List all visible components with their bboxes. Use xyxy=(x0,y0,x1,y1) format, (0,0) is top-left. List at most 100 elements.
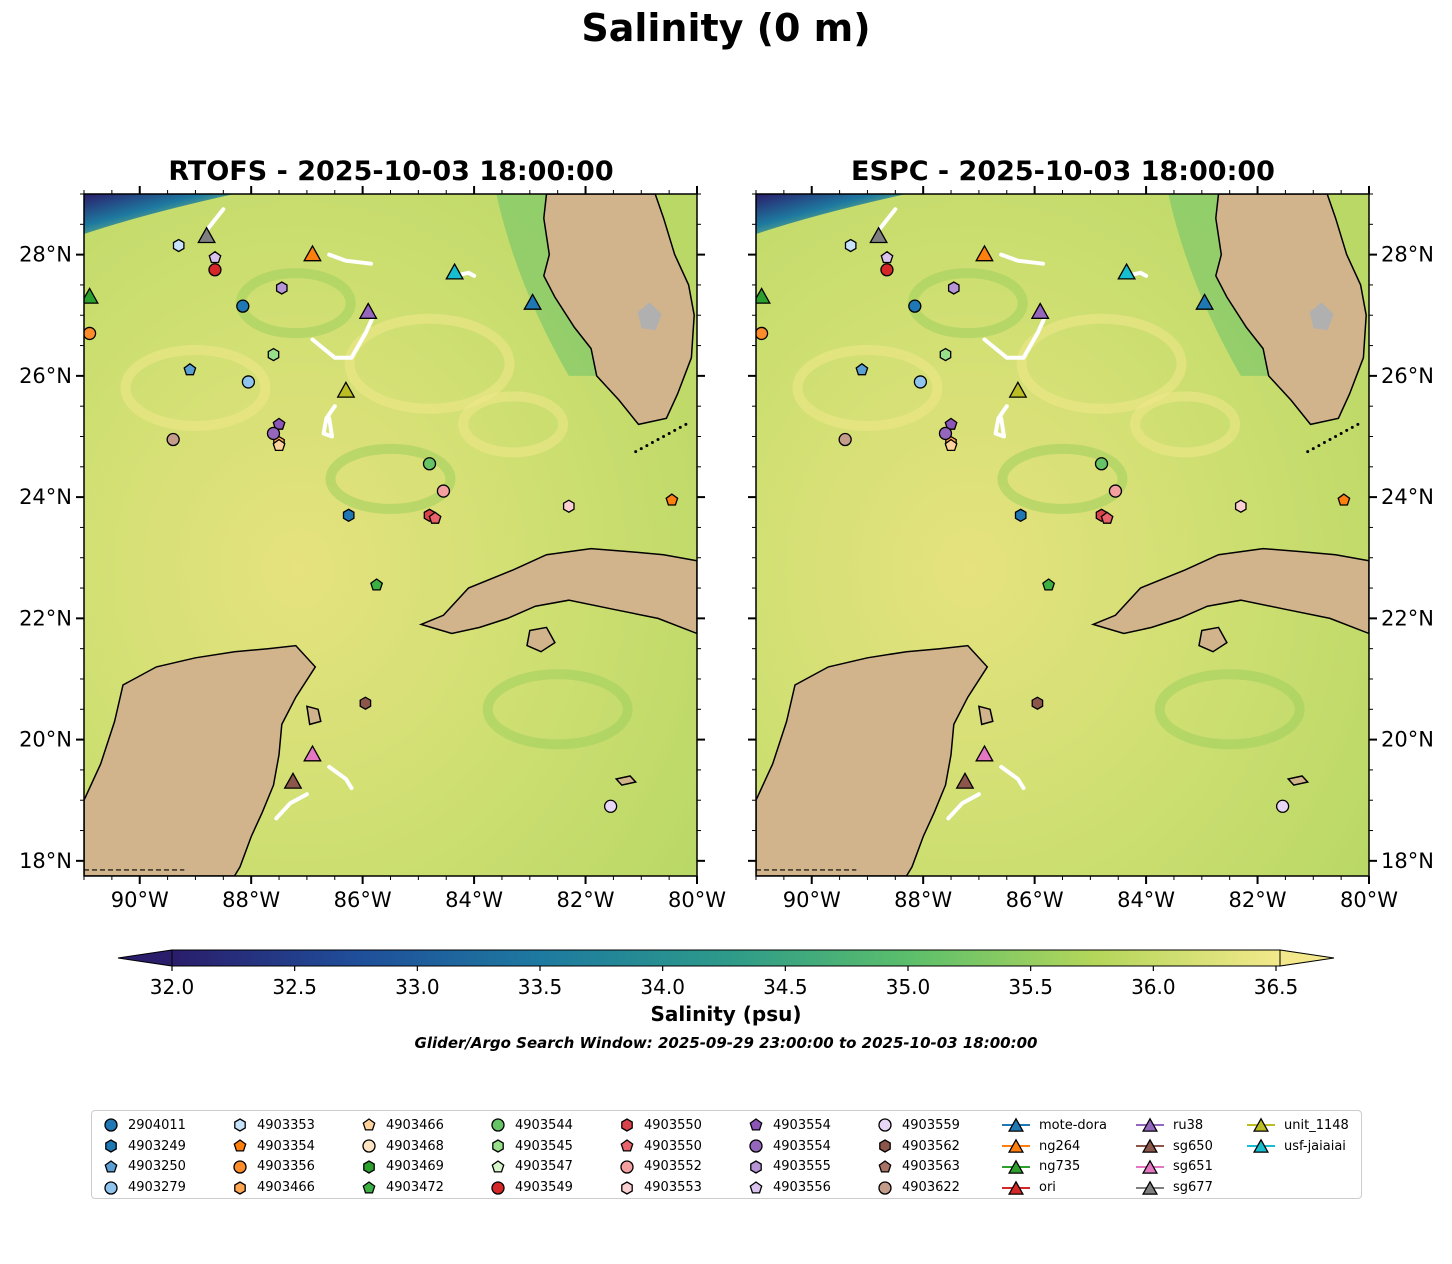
espc-platform-marker[interactable] xyxy=(1094,457,1109,471)
espc-platform-marker[interactable] xyxy=(938,426,953,441)
espc-platform-marker[interactable] xyxy=(908,299,922,313)
espc-platform-marker[interactable] xyxy=(1030,302,1050,319)
legend-item: 4903353 xyxy=(231,1115,315,1136)
espc-platform-marker[interactable] xyxy=(838,432,852,447)
legend-marker-icon xyxy=(1136,1180,1164,1195)
legend-label: sg651 xyxy=(1173,1159,1213,1175)
rtofs-platform-marker[interactable] xyxy=(236,299,250,313)
espc-platform-marker[interactable] xyxy=(880,250,894,264)
rtofs-platform-marker[interactable] xyxy=(275,281,288,295)
espc-platform-marker[interactable] xyxy=(1117,262,1137,280)
legend-marker-icon xyxy=(105,1139,117,1153)
espc-platform-marker[interactable] xyxy=(855,362,869,376)
espc-lat-tick-label: 18°N xyxy=(1381,849,1434,873)
legend-label: mote-dora xyxy=(1039,1117,1107,1133)
espc-map-panel: 90°W 88°W 86°W 84°W 82°W 80°W 28°N 26°N 24°N 22°N… xyxy=(748,186,1434,912)
rtofs-platform-marker[interactable] xyxy=(523,293,543,310)
rtofs-lon-tick-label: 80°W xyxy=(668,888,726,912)
legend-marker-icon xyxy=(363,1160,375,1174)
legend-label: 4903622 xyxy=(902,1180,960,1196)
legend-marker-icon xyxy=(621,1118,633,1133)
espc-platform-marker[interactable] xyxy=(913,375,928,389)
espc-platform-marker[interactable] xyxy=(944,417,958,430)
rtofs-platform-marker[interactable] xyxy=(266,426,281,441)
espc-platform-marker[interactable] xyxy=(1275,799,1290,813)
colorbar: 32.0 32.5 33.0 33.5 34.0 34.5 35.0 35.5 36.0 36.5 xyxy=(117,949,1335,999)
rtofs-platform-marker[interactable] xyxy=(358,302,378,319)
legend-marker-icon xyxy=(491,1181,505,1195)
legend-label: 4903468 xyxy=(386,1138,444,1154)
espc-platform-marker[interactable] xyxy=(1100,511,1114,524)
espc-platform-marker[interactable] xyxy=(756,326,769,341)
espc-platform-marker[interactable] xyxy=(939,347,952,362)
search-window-caption: Glider/Argo Search Window: 2025-09-29 23… xyxy=(414,1034,1038,1052)
espc-panel-title: ESPC - 2025-10-03 18:00:00 xyxy=(851,156,1275,187)
rtofs-platform-marker[interactable] xyxy=(172,238,185,253)
rtofs-platform-marker[interactable] xyxy=(428,511,442,524)
rtofs-platform-marker[interactable] xyxy=(342,508,355,523)
legend-marker-icon xyxy=(620,1160,634,1174)
espc-glider-track xyxy=(876,207,898,233)
legend-column: 4903544 4903545 4903547 4903549 xyxy=(489,1115,573,1198)
legend-column: unit_1148 usf-jaiaiai xyxy=(1246,1115,1349,1157)
espc-platform-marker[interactable] xyxy=(753,287,771,304)
espc-platform-marker[interactable] xyxy=(975,744,994,762)
legend-item: 4903554 xyxy=(747,1136,831,1157)
rtofs-land-yucatan xyxy=(84,644,317,876)
rtofs-lon-tick-label: 82°W xyxy=(557,888,615,912)
rtofs-platform-marker[interactable] xyxy=(208,263,222,277)
rtofs-platform-marker[interactable] xyxy=(562,499,575,513)
legend-marker-icon xyxy=(879,1139,891,1153)
rtofs-platform-marker[interactable] xyxy=(241,375,256,389)
espc-platform-marker[interactable] xyxy=(869,226,889,244)
rtofs-platform-marker[interactable] xyxy=(370,578,384,591)
rtofs-platform-marker[interactable] xyxy=(197,226,217,244)
espc-platform-marker[interactable] xyxy=(1195,293,1215,310)
rtofs-platform-marker[interactable] xyxy=(422,457,437,471)
rtofs-land-isla xyxy=(526,626,556,653)
espc-land-cuba xyxy=(1090,547,1369,635)
rtofs-platform-marker[interactable] xyxy=(283,771,303,789)
rtofs-platform-marker[interactable] xyxy=(81,287,99,304)
espc-platform-marker[interactable] xyxy=(955,771,975,789)
legend-marker-icon xyxy=(878,1181,892,1195)
legend-label: ori xyxy=(1039,1180,1056,1196)
rtofs-platform-marker[interactable] xyxy=(445,262,465,280)
rtofs-platform-marker[interactable] xyxy=(208,250,222,264)
espc-platform-marker[interactable] xyxy=(1042,578,1056,591)
rtofs-platform-marker[interactable] xyxy=(359,696,372,710)
legend-item: 4903559 xyxy=(876,1115,960,1136)
rtofs-platform-marker[interactable] xyxy=(183,362,197,376)
legend-column: 4903559 4903562 4903563 4903622 xyxy=(876,1115,960,1198)
legend-item: 4903279 xyxy=(102,1177,186,1198)
espc-glider-track xyxy=(999,252,1045,266)
rtofs-platform-marker[interactable] xyxy=(272,438,286,452)
espc-platform-marker[interactable] xyxy=(947,281,960,295)
rtofs-platform-marker[interactable] xyxy=(336,380,356,398)
rtofs-platform-marker[interactable] xyxy=(303,744,322,762)
rtofs-platform-marker[interactable] xyxy=(84,326,97,341)
espc-platform-marker[interactable] xyxy=(1234,499,1247,513)
espc-platform-marker[interactable] xyxy=(1014,508,1027,523)
espc-platform-marker[interactable] xyxy=(844,238,857,253)
rtofs-platform-marker[interactable] xyxy=(603,799,618,813)
legend-item: 4903356 xyxy=(231,1157,315,1178)
rtofs-platform-marker[interactable] xyxy=(303,244,322,262)
rtofs-platform-marker[interactable] xyxy=(166,432,180,447)
legend-column: 2904011 4903249 4903250 4903279 xyxy=(102,1115,186,1198)
rtofs-platform-marker[interactable] xyxy=(665,493,679,506)
espc-platform-marker[interactable] xyxy=(1108,484,1123,498)
espc-platform-marker[interactable] xyxy=(1031,696,1044,710)
rtofs-platform-marker[interactable] xyxy=(267,347,280,362)
legend-item: 4903466 xyxy=(231,1177,315,1198)
espc-platform-marker[interactable] xyxy=(975,244,994,262)
rtofs-platform-marker[interactable] xyxy=(272,417,286,430)
espc-platform-marker[interactable] xyxy=(944,438,958,452)
rtofs-panel-title: RTOFS - 2025-10-03 18:00:00 xyxy=(168,156,614,187)
rtofs-platform-marker[interactable] xyxy=(436,484,451,498)
espc-platform-marker[interactable] xyxy=(880,263,894,277)
espc-platform-marker[interactable] xyxy=(1008,380,1028,398)
legend-label: 4903555 xyxy=(773,1159,831,1175)
espc-platform-marker[interactable] xyxy=(1337,493,1351,506)
